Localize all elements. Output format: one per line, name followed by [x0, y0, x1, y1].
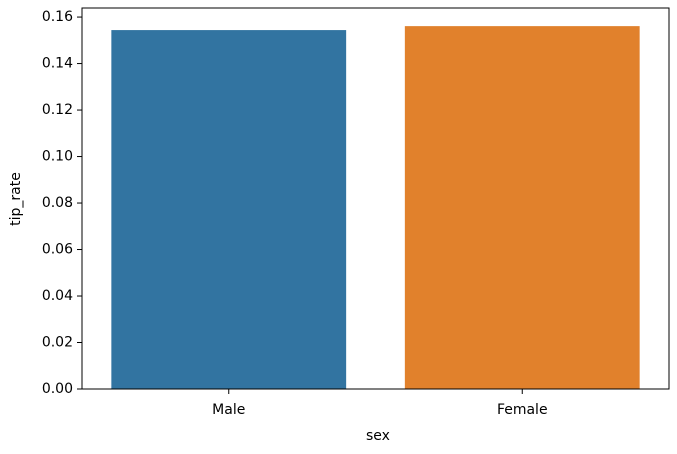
y-tick-label: 0.08 — [42, 195, 73, 211]
x-tick-label: Female — [497, 402, 548, 418]
y-axis-label: tip_rate — [8, 172, 24, 226]
y-tick-label: 0.06 — [42, 242, 73, 258]
x-tick-label: Male — [212, 402, 245, 418]
y-tick-label: 0.02 — [42, 335, 73, 351]
bar — [404, 26, 640, 390]
plot-frame — [81, 7, 670, 390]
y-tick-label: 0.10 — [42, 149, 73, 165]
y-tick-label: 0.04 — [42, 288, 73, 304]
y-tick-label: 0.00 — [42, 381, 73, 397]
bar — [111, 30, 347, 389]
y-tick-label: 0.12 — [42, 102, 73, 118]
x-axis-label: sex — [366, 428, 390, 444]
y-tick-label: 0.14 — [42, 56, 73, 72]
y-tick-label: 0.16 — [42, 9, 73, 25]
